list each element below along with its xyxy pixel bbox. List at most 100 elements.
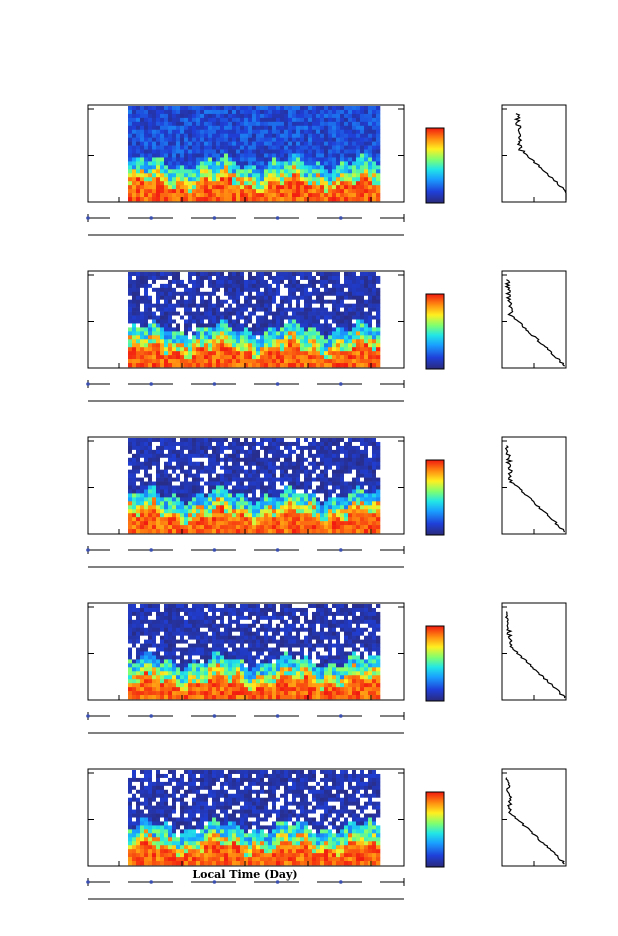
heatmap-cell	[280, 363, 284, 367]
heatmap-cell	[348, 486, 352, 490]
heatmap-cell	[136, 474, 140, 478]
heatmap-cell	[152, 489, 156, 493]
heatmap-cell	[344, 304, 348, 308]
heatmap-cell	[272, 497, 276, 501]
heatmap-cell	[204, 165, 208, 169]
heatmap-cell	[284, 320, 288, 324]
heatmap-cell	[224, 276, 228, 280]
heatmap-cell	[164, 312, 168, 316]
heatmap-cell	[276, 323, 280, 327]
heatmap-cell	[352, 138, 356, 142]
heatmap-cell	[340, 454, 344, 458]
heatmap-cell	[220, 142, 224, 146]
heatmap-cell	[256, 122, 260, 126]
heatmap-cell	[140, 442, 144, 446]
heatmap-cell	[168, 126, 172, 130]
heatmap-cell	[256, 331, 260, 335]
heatmap-cell	[188, 288, 192, 292]
heatmap-cell	[132, 154, 136, 158]
heatmap-cell	[204, 142, 208, 146]
heatmap-cell	[268, 185, 272, 189]
heatmap-cell	[132, 620, 136, 624]
heatmap-cell	[352, 509, 356, 513]
heatmap-cell	[212, 134, 216, 138]
heatmap-cell	[268, 442, 272, 446]
heatmap-cell	[192, 493, 196, 497]
heatmap-cell	[216, 185, 220, 189]
heatmap-cell	[308, 505, 312, 509]
heatmap-cell	[352, 126, 356, 130]
heatmap-cell	[224, 308, 228, 312]
heatmap-cell	[128, 185, 132, 189]
heatmap-cell	[320, 142, 324, 146]
heatmap-cell	[220, 118, 224, 122]
heatmap-cell	[220, 458, 224, 462]
heatmap-cell	[272, 521, 276, 525]
heatmap-cell	[172, 150, 176, 154]
heatmap-cell	[348, 284, 352, 288]
heatmap-cell	[236, 106, 240, 110]
heatmap-cell	[156, 482, 160, 486]
heatmap-cell	[300, 165, 304, 169]
heatmap-cell	[296, 489, 300, 493]
heatmap-cell	[144, 446, 148, 450]
heatmap-cell	[236, 355, 240, 359]
heatmap-cell	[148, 355, 152, 359]
heatmap-cell	[316, 458, 320, 462]
heatmap-cell	[228, 347, 232, 351]
heatmap-cell	[304, 189, 308, 193]
heatmap-cell	[256, 509, 260, 513]
heatmap-cell	[376, 296, 380, 300]
heatmap-cell	[292, 126, 296, 130]
heatmap-cell	[240, 284, 244, 288]
heatmap-cell	[148, 509, 152, 513]
heatmap-cell	[340, 442, 344, 446]
heatmap-cell	[192, 197, 196, 201]
heatmap-cell	[224, 106, 228, 110]
heatmap-cell	[256, 529, 260, 533]
heatmap-cell	[132, 185, 136, 189]
heatmap-cell	[172, 478, 176, 482]
heatmap-cell	[164, 454, 168, 458]
heatmap-cell	[176, 335, 180, 339]
heatmap-cell	[248, 189, 252, 193]
heatmap-cell	[192, 276, 196, 280]
heatmap-cell	[332, 189, 336, 193]
heatmap-cell	[356, 126, 360, 130]
heatmap-cell	[208, 501, 212, 505]
heatmap-cell	[224, 134, 228, 138]
heatmap-cell	[184, 130, 188, 134]
heatmap-cell	[148, 150, 152, 154]
heatmap-cell	[292, 521, 296, 525]
heatmap-cell	[248, 505, 252, 509]
heatmap-cell	[312, 343, 316, 347]
heatmap-cell	[260, 296, 264, 300]
heatmap-cell	[292, 509, 296, 513]
heatmap-cell	[208, 146, 212, 150]
heatmap-cell	[184, 343, 188, 347]
heatmap-cell	[244, 296, 248, 300]
heatmap-cell	[340, 359, 344, 363]
heatmap-cell	[260, 181, 264, 185]
heatmap-cell	[204, 276, 208, 280]
heatmap-cell	[128, 529, 132, 533]
heatmap-cell	[244, 189, 248, 193]
heatmap-cell	[312, 296, 316, 300]
heatmap-cell	[248, 177, 252, 181]
heatmap-cell	[344, 320, 348, 324]
heatmap-cell	[212, 339, 216, 343]
heatmap-cell	[216, 438, 220, 442]
heatmap-cell	[280, 197, 284, 201]
heatmap-cell	[336, 529, 340, 533]
heatmap-cell	[268, 169, 272, 173]
heatmap-cell	[272, 505, 276, 509]
heatmap-cell	[160, 486, 164, 490]
heatmap-cell	[228, 474, 232, 478]
heatmap-cell	[256, 343, 260, 347]
heatmap-cell	[368, 505, 372, 509]
heatmap-cell	[332, 521, 336, 525]
heatmap-cell	[272, 154, 276, 158]
heatmap-cell	[252, 177, 256, 181]
heatmap-cell	[204, 521, 208, 525]
heatmap-cell	[160, 521, 164, 525]
